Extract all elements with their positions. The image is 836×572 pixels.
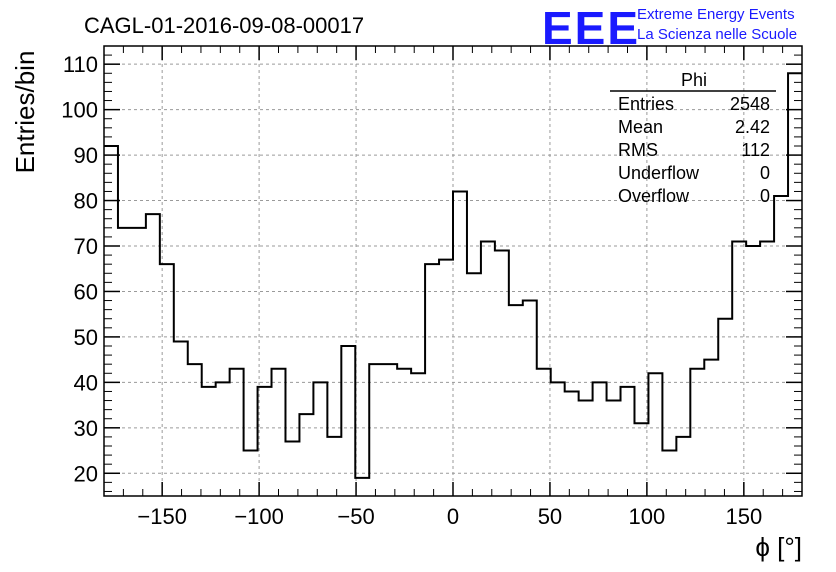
stats-row-label: Entries xyxy=(618,94,674,114)
x-tick-label: −50 xyxy=(337,504,374,529)
stats-row-label: Mean xyxy=(618,117,663,137)
y-tick-label: 40 xyxy=(74,370,98,395)
histogram-series xyxy=(104,72,802,479)
y-tick-label: 60 xyxy=(74,279,98,304)
eee-logo: EEE Extreme Energy Events La Scienza nel… xyxy=(542,2,797,54)
y-axis-title: Entries/bin xyxy=(10,51,40,174)
stats-row-value: 2548 xyxy=(730,94,770,114)
x-tick-label: 0 xyxy=(447,504,459,529)
stats-row-value: 112 xyxy=(741,140,770,160)
y-tick-label: 20 xyxy=(74,461,98,486)
y-tick-label: 100 xyxy=(61,98,98,123)
x-tick-label: 100 xyxy=(629,504,666,529)
y-tick-label: 30 xyxy=(74,416,98,441)
x-tick-label: −150 xyxy=(137,504,187,529)
grid xyxy=(104,46,802,496)
x-axis-title: ϕ [°] xyxy=(755,532,802,562)
eee-logo-line1: Extreme Energy Events xyxy=(637,6,795,23)
y-tick-label: 70 xyxy=(74,234,98,259)
stats-box: Phi Entries 2548 Mean 2.42 RMS 112 Underflow 0 Ov… xyxy=(610,70,776,206)
stats-row-label: Underflow xyxy=(618,163,700,183)
y-tick-label: 90 xyxy=(74,143,98,168)
y-tick-label: 110 xyxy=(63,52,98,77)
y-tick-label: 50 xyxy=(74,325,98,350)
stats-row-value: 0 xyxy=(760,186,770,206)
x-tick-label: −100 xyxy=(234,504,284,529)
eee-logo-line2: La Scienza nelle Scuole xyxy=(637,26,797,43)
stats-row-value: 2.42 xyxy=(735,117,770,137)
y-tick-label: 80 xyxy=(74,189,98,214)
stats-row-value: 0 xyxy=(760,163,770,183)
x-tick-label: 150 xyxy=(725,504,762,529)
x-tick-label: 50 xyxy=(538,504,562,529)
axes: −150 −100 −50 0 50 100 150 20 30 40 50 60 70 80 90 100 1… xyxy=(61,45,803,529)
chart-title: CAGL-01-2016-09-08-00017 xyxy=(84,13,364,38)
stats-box-name: Phi xyxy=(681,70,707,90)
stats-row-label: RMS xyxy=(618,140,658,160)
stats-row-label: Overflow xyxy=(618,186,690,206)
histogram-outline xyxy=(104,72,802,479)
